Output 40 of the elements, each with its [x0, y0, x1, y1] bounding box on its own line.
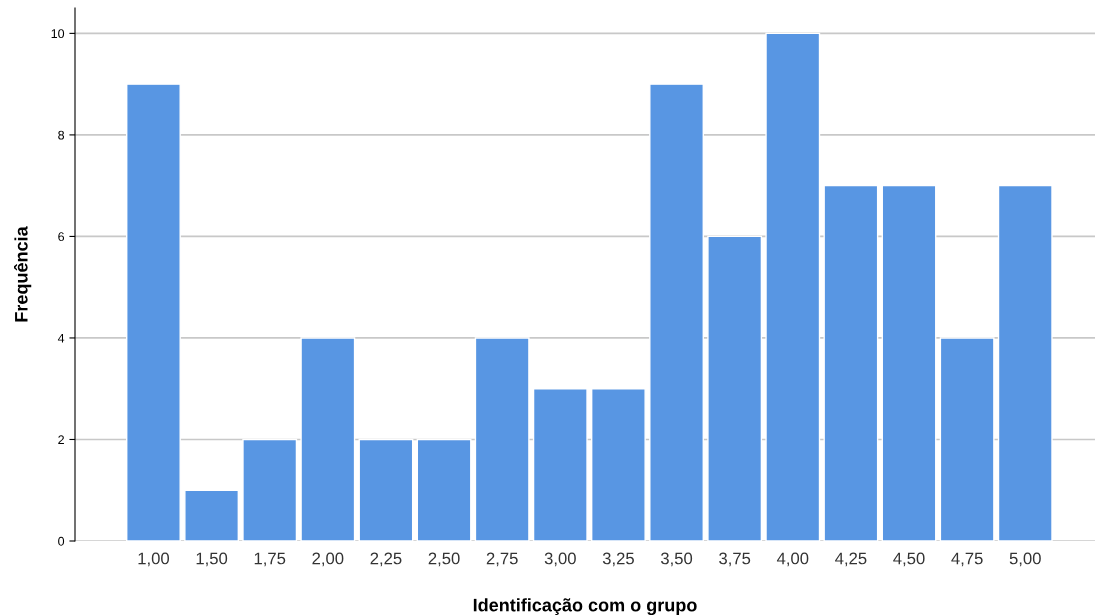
x-axis-title: Identificação com o grupo — [473, 598, 697, 615]
x-tick-label: 1,75 — [254, 552, 286, 567]
x-tick-label: 4,75 — [951, 552, 983, 567]
x-tick-label: 3,00 — [544, 552, 576, 567]
bar — [184, 489, 240, 541]
y-tick-label: 2 — [58, 435, 64, 445]
x-tick-label: 3,50 — [660, 552, 693, 567]
bar — [126, 83, 181, 541]
x-tick-label: 2,25 — [370, 552, 402, 567]
x-tick-label: 1,50 — [196, 552, 228, 567]
bar — [997, 184, 1053, 541]
x-tick-label: 2,00 — [312, 552, 344, 567]
x-tick-label: 2,50 — [428, 552, 460, 567]
y-tick-label: 10 — [51, 29, 65, 39]
bar — [881, 184, 937, 541]
x-tick-label: 1,00 — [138, 552, 170, 567]
x-tick-label: 3,75 — [719, 552, 751, 567]
y-tick-label: 6 — [58, 232, 65, 242]
bar — [300, 337, 356, 541]
bar — [358, 438, 414, 541]
x-tick-label: 2,75 — [486, 552, 518, 567]
bar — [823, 184, 879, 541]
x-tick-label: 4,50 — [893, 552, 925, 567]
x-tick-label: 3,25 — [602, 552, 634, 567]
y-tick-label: 8 — [58, 130, 65, 140]
x-tick-label: 4,25 — [835, 552, 867, 567]
bar — [416, 438, 472, 541]
bar — [532, 388, 588, 541]
y-axis-title: Frequência — [14, 226, 32, 322]
x-tick-label: 4,00 — [776, 552, 809, 567]
bar — [939, 337, 995, 541]
y-tick-label: 0 — [58, 536, 65, 546]
bar — [474, 337, 530, 541]
bar — [242, 438, 298, 541]
y-tick-label: 4 — [57, 333, 65, 343]
bar — [707, 235, 763, 541]
bar — [765, 32, 821, 541]
bar — [590, 388, 646, 541]
x-tick-label: 5,00 — [1009, 552, 1041, 567]
bar — [649, 83, 704, 541]
